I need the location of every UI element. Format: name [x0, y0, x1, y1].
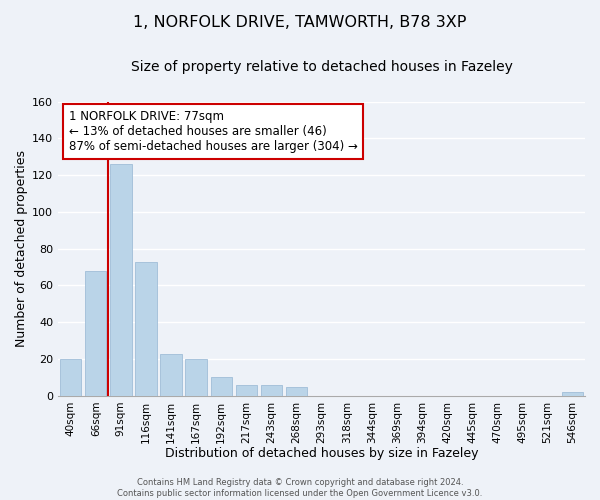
Bar — [160, 354, 182, 396]
Title: Size of property relative to detached houses in Fazeley: Size of property relative to detached ho… — [131, 60, 512, 74]
Bar — [85, 271, 106, 396]
X-axis label: Distribution of detached houses by size in Fazeley: Distribution of detached houses by size … — [165, 447, 478, 460]
Y-axis label: Number of detached properties: Number of detached properties — [15, 150, 28, 347]
Bar — [135, 262, 157, 396]
Bar — [110, 164, 131, 396]
Text: 1 NORFOLK DRIVE: 77sqm
← 13% of detached houses are smaller (46)
87% of semi-det: 1 NORFOLK DRIVE: 77sqm ← 13% of detached… — [68, 110, 358, 154]
Text: 1, NORFOLK DRIVE, TAMWORTH, B78 3XP: 1, NORFOLK DRIVE, TAMWORTH, B78 3XP — [133, 15, 467, 30]
Bar — [185, 359, 207, 396]
Bar — [562, 392, 583, 396]
Bar — [60, 359, 82, 396]
Bar — [211, 378, 232, 396]
Bar — [261, 385, 282, 396]
Text: Contains HM Land Registry data © Crown copyright and database right 2024.
Contai: Contains HM Land Registry data © Crown c… — [118, 478, 482, 498]
Bar — [236, 385, 257, 396]
Bar — [286, 386, 307, 396]
